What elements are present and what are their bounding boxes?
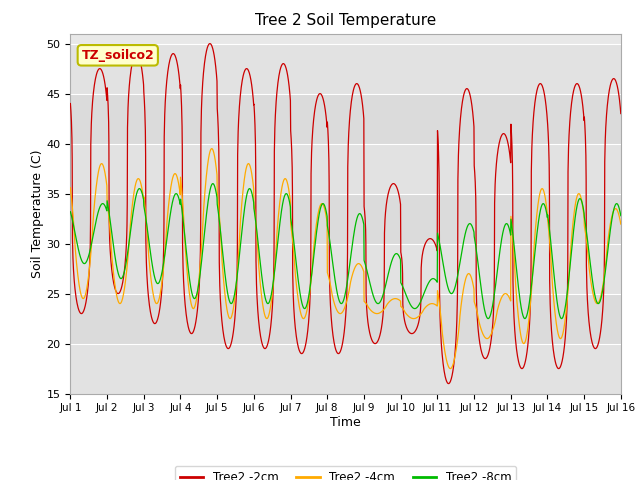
- Tree2 -4cm: [447, 366, 454, 372]
- Tree2 -8cm: [209, 181, 217, 187]
- Line: Tree2 -8cm: Tree2 -8cm: [70, 184, 621, 319]
- Bar: [70, 44, 621, 94]
- Tree2 -2cm: [569, 93, 577, 99]
- Line: Tree2 -4cm: Tree2 -4cm: [70, 149, 621, 369]
- Title: Tree 2 Soil Temperature: Tree 2 Soil Temperature: [255, 13, 436, 28]
- Tree2 -2cm: [362, 226, 369, 232]
- Tree2 -2cm: [506, 153, 514, 158]
- Tree2 -4cm: [584, 252, 592, 257]
- Tree2 -4cm: [506, 296, 514, 302]
- Bar: [70, 144, 621, 193]
- Tree2 -8cm: [362, 263, 369, 268]
- Bar: [70, 94, 621, 144]
- Bar: [70, 344, 621, 394]
- X-axis label: Time: Time: [330, 416, 361, 429]
- Tree2 -4cm: [569, 224, 577, 229]
- Tree2 -2cm: [206, 41, 214, 47]
- Tree2 -2cm: [617, 111, 625, 117]
- Tree2 -2cm: [374, 338, 381, 344]
- Tree2 -2cm: [445, 381, 452, 386]
- Tree2 -8cm: [484, 316, 492, 322]
- Tree2 -8cm: [67, 209, 74, 215]
- Tree2 -2cm: [67, 101, 74, 107]
- Tree2 -8cm: [374, 300, 381, 306]
- Tree2 -4cm: [617, 221, 625, 227]
- Legend: Tree2 -2cm, Tree2 -4cm, Tree2 -8cm: Tree2 -2cm, Tree2 -4cm, Tree2 -8cm: [175, 466, 516, 480]
- Bar: [70, 294, 621, 344]
- Tree2 -8cm: [569, 237, 577, 243]
- Tree2 -8cm: [617, 213, 625, 218]
- Tree2 -4cm: [362, 300, 369, 306]
- Tree2 -4cm: [67, 185, 74, 191]
- Y-axis label: Soil Temperature (C): Soil Temperature (C): [31, 149, 44, 278]
- Tree2 -8cm: [584, 240, 592, 246]
- Tree2 -8cm: [506, 228, 514, 234]
- Line: Tree2 -2cm: Tree2 -2cm: [70, 44, 621, 384]
- Tree2 -4cm: [220, 283, 228, 289]
- Tree2 -4cm: [208, 146, 216, 152]
- Tree2 -2cm: [220, 335, 228, 341]
- Text: TZ_soilco2: TZ_soilco2: [81, 49, 154, 62]
- Tree2 -8cm: [220, 264, 228, 269]
- Tree2 -2cm: [584, 306, 592, 312]
- Bar: [70, 243, 621, 294]
- Bar: [70, 193, 621, 243]
- Tree2 -4cm: [374, 311, 381, 316]
